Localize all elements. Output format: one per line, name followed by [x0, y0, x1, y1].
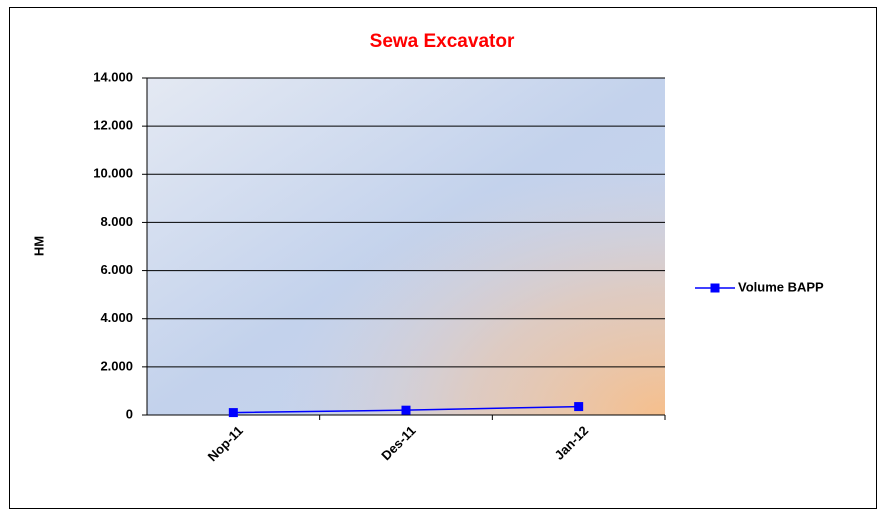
y-tick-label: 6.000 [100, 262, 133, 277]
y-tick-label: 14.000 [93, 69, 133, 84]
data-point [574, 402, 584, 412]
data-point [228, 408, 238, 418]
y-tick-label: 12.000 [93, 118, 133, 133]
y-tick-label: 0 [126, 406, 133, 421]
data-point [401, 405, 411, 415]
legend-label: Volume BAPP [738, 279, 824, 294]
plot-area-glow [147, 78, 665, 415]
y-axis-label: HM [31, 236, 46, 256]
y-tick-label: 2.000 [100, 358, 133, 373]
chart-title: Sewa Excavator [370, 31, 515, 52]
y-tick-label: 8.000 [100, 214, 133, 229]
y-tick-label: 10.000 [93, 166, 133, 181]
legend-marker [710, 283, 720, 293]
y-tick-label: 4.000 [100, 310, 133, 325]
